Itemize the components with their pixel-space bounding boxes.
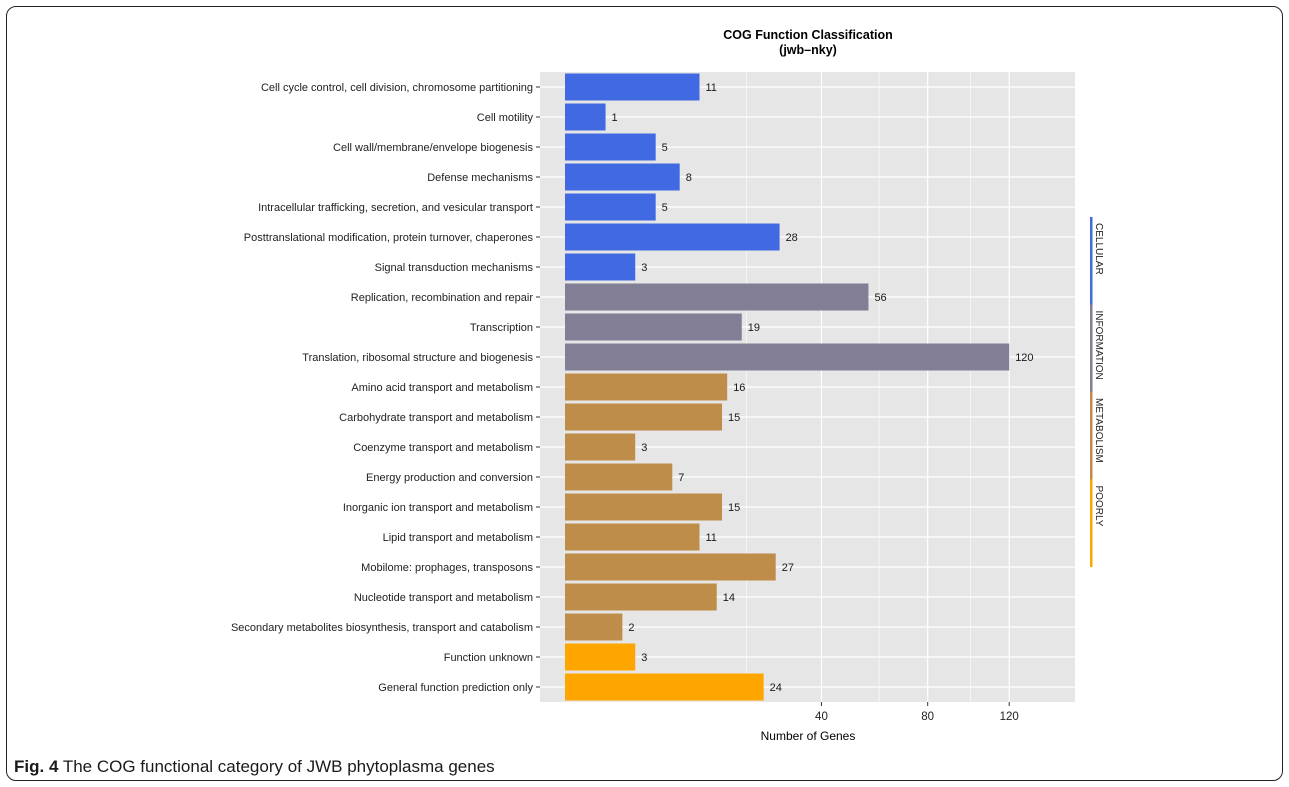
bar: [565, 673, 764, 701]
bar: [565, 523, 700, 551]
bar: [565, 343, 1010, 371]
category-label: Mobilome: prophages, transposons: [361, 562, 533, 574]
bar-value-label: 24: [770, 682, 782, 694]
bar-value-label: 7: [678, 472, 684, 484]
bar-value-label: 15: [728, 412, 740, 424]
bar: [565, 163, 680, 191]
bar: [565, 193, 656, 221]
category-label: General function prediction only: [378, 682, 533, 694]
category-label: Secondary metabolites biosynthesis, tran…: [231, 622, 533, 634]
bar-value-label: 5: [662, 142, 668, 154]
x-tick-label: 120: [1000, 711, 1019, 723]
bar-value-label: 11: [705, 82, 716, 94]
legend-label: CELLULAR: [1093, 223, 1104, 275]
bar-value-label: 3: [641, 262, 647, 274]
category-label: Amino acid transport and metabolism: [351, 382, 533, 394]
bar-value-label: 56: [874, 292, 886, 304]
category-label: Carbohydrate transport and metabolism: [339, 412, 533, 424]
bar: [565, 313, 742, 341]
x-tick-label: 40: [815, 711, 828, 723]
x-tick-label: 80: [921, 711, 934, 723]
bar: [565, 373, 728, 401]
chart-title: COG Function Classification: [723, 28, 892, 42]
bar-value-label: 11: [705, 532, 716, 544]
category-label: Energy production and conversion: [366, 472, 533, 484]
group-legend: CELLULAR INFORMATION METABOLISM POORLY: [1090, 217, 1104, 567]
bar-value-label: 14: [723, 592, 735, 604]
category-label: Cell cycle control, cell division, chrom…: [261, 82, 533, 94]
bar: [565, 253, 636, 281]
x-axis: 40 80 120: [815, 702, 1019, 723]
category-label: Posttranslational modification, protein …: [244, 232, 534, 244]
bar: [565, 583, 717, 611]
bar: [565, 103, 606, 131]
bar-value-label: 2: [628, 622, 634, 634]
bar-value-label: 16: [733, 382, 745, 394]
bar: [565, 493, 723, 521]
bar-value-label: 28: [786, 232, 798, 244]
bar: [565, 613, 623, 641]
figure-caption: Fig. 4 The COG functional category of JW…: [14, 757, 495, 777]
category-label: Lipid transport and metabolism: [383, 532, 533, 544]
category-label: Nucleotide transport and metabolism: [354, 592, 533, 604]
category-label: Defense mechanisms: [427, 172, 533, 184]
bar: [565, 643, 636, 671]
bar-value-label: 19: [748, 322, 760, 334]
bar: [565, 223, 780, 251]
bar: [565, 73, 700, 101]
legend-label: METABOLISM: [1093, 398, 1104, 463]
bar-value-label: 120: [1015, 352, 1033, 364]
category-label: Translation, ribosomal structure and bio…: [302, 352, 533, 364]
category-label: Intracellular trafficking, secretion, an…: [258, 202, 533, 214]
bar: [565, 403, 723, 431]
bar: [565, 283, 869, 311]
category-label: Coenzyme transport and metabolism: [353, 442, 533, 454]
category-labels: Cell cycle control, cell division, chrom…: [231, 82, 540, 694]
legend-swatch: [1090, 304, 1093, 392]
bar: [565, 463, 673, 491]
bar-value-label: 3: [641, 442, 647, 454]
category-label: Replication, recombination and repair: [351, 292, 534, 304]
legend-swatch: [1090, 217, 1093, 305]
legend-swatch: [1090, 479, 1093, 567]
x-axis-title: Number of Genes: [761, 729, 856, 743]
caption-label: Fig. 4: [14, 757, 59, 776]
bar: [565, 133, 656, 161]
bar: [565, 553, 776, 581]
bar-value-label: 5: [662, 202, 668, 214]
bar-value-label: 15: [728, 502, 740, 514]
caption-text: The COG functional category of JWB phyto…: [62, 757, 495, 776]
bar-value-label: 27: [782, 562, 794, 574]
legend-label: INFORMATION: [1093, 311, 1104, 380]
category-label: Transcription: [470, 322, 533, 334]
category-label: Signal transduction mechanisms: [375, 262, 534, 274]
category-label: Inorganic ion transport and metabolism: [343, 502, 533, 514]
category-label: Cell motility: [477, 112, 534, 124]
category-label: Cell wall/membrane/envelope biogenesis: [333, 142, 533, 154]
bar-value-label: 8: [686, 172, 692, 184]
legend-label: POORLY: [1093, 486, 1104, 527]
legend-swatch: [1090, 392, 1093, 480]
category-label: Function unknown: [444, 652, 533, 664]
figure-frame: [6, 6, 1283, 781]
bar-value-label: 1: [612, 112, 618, 124]
bar-value-label: 3: [641, 652, 647, 664]
chart-subtitle: (jwb–nky): [779, 43, 837, 57]
bar: [565, 433, 636, 461]
